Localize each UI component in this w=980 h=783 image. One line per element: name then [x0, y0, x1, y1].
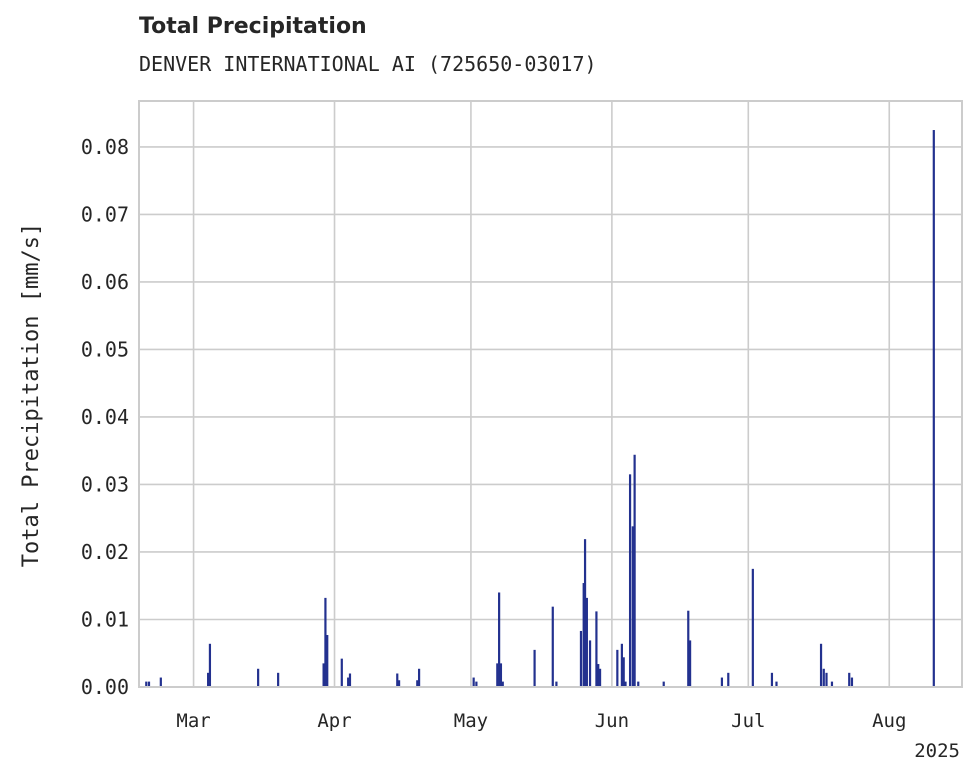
y-tick-label: 0.07	[81, 202, 129, 226]
precip-bar	[145, 681, 148, 687]
x-tick-label: Mar	[176, 710, 210, 732]
precip-bar	[498, 592, 501, 687]
x-tick-label: May	[454, 710, 488, 732]
precip-bar	[417, 668, 421, 687]
precip-bar	[324, 597, 327, 687]
x-tick-label: Jun	[595, 710, 629, 732]
y-axis-ticks: 0.00 0.01 0.02 0.03 0.04 0.05 0.06 0.07 0.08	[81, 135, 129, 699]
precip-bar	[416, 680, 419, 687]
y-tick-label: 0.08	[81, 135, 129, 159]
precip-bar	[207, 672, 210, 687]
precip-bar	[770, 672, 774, 687]
bar-series	[145, 130, 935, 687]
x-tick-label: Jul	[731, 710, 765, 732]
precip-bar	[830, 681, 834, 687]
precip-bar	[147, 681, 151, 687]
precip-bar	[688, 640, 692, 687]
precip-bar	[825, 672, 828, 687]
y-tick-label: 0.06	[81, 270, 129, 294]
precip-bar	[633, 454, 636, 687]
x-axis-offset-label: 2025	[914, 740, 960, 762]
precip-bar	[727, 672, 730, 687]
precip-bar	[159, 677, 162, 687]
plot-frame	[138, 100, 963, 688]
precip-bar	[475, 681, 478, 687]
precip-bar	[396, 673, 399, 687]
precip-bar	[622, 657, 625, 687]
chart-title: Total Precipitation	[139, 14, 367, 39]
precip-bar	[637, 681, 640, 687]
precip-bar	[499, 663, 503, 687]
precip-bar	[496, 663, 499, 687]
chart-subtitle: DENVER INTERNATIONAL AI (725650-03017)	[139, 52, 597, 76]
precip-bar	[208, 643, 212, 687]
precip-bar	[662, 681, 665, 687]
precip-bar	[624, 681, 627, 687]
precip-bar	[277, 672, 280, 687]
precip-bar	[579, 630, 583, 687]
grid-lines	[139, 101, 962, 688]
precip-bar	[597, 664, 600, 687]
precip-bar	[326, 635, 329, 687]
y-tick-label: 0.00	[81, 675, 129, 699]
precip-bar	[598, 668, 602, 687]
precip-bar	[751, 568, 754, 687]
precip-bar	[631, 526, 634, 687]
precip-bar	[775, 681, 778, 687]
y-tick-label: 0.03	[81, 472, 129, 496]
precip-bar	[850, 677, 854, 687]
precip-bar	[620, 643, 623, 687]
precip-bar	[848, 672, 851, 687]
y-tick-label: 0.04	[81, 405, 129, 429]
precip-bar	[397, 680, 401, 687]
precip-bar	[628, 474, 632, 687]
precip-bar	[932, 130, 935, 687]
precip-bar	[257, 668, 260, 687]
precip-bar	[347, 677, 350, 687]
precip-bar	[340, 658, 343, 687]
precip-bar	[322, 663, 325, 687]
precip-bar	[472, 677, 475, 687]
precip-bar	[720, 677, 724, 687]
precip-bar	[822, 668, 825, 687]
x-axis-ticks: Mar Apr May Jun Jul Aug	[176, 710, 906, 732]
x-tick-label: Apr	[317, 710, 351, 732]
precip-bar	[616, 649, 619, 687]
x-tick-label: Aug	[872, 710, 906, 732]
y-tick-label: 0.02	[81, 540, 129, 564]
y-tick-label: 0.01	[81, 607, 129, 631]
precip-bar	[551, 606, 554, 687]
precip-bar	[501, 681, 504, 687]
y-axis-label: Total Precipitation [mm/s]	[19, 223, 44, 567]
precip-bar	[595, 611, 598, 687]
precip-bar	[533, 649, 536, 687]
precip-bar	[819, 643, 823, 687]
precip-bar	[583, 539, 587, 687]
precip-bar	[585, 597, 588, 687]
precip-bar	[588, 640, 592, 687]
precip-bar	[348, 673, 352, 687]
precip-bar	[687, 610, 690, 687]
precip-bar	[582, 583, 585, 687]
y-tick-label: 0.05	[81, 337, 129, 361]
precip-bar	[555, 681, 558, 687]
